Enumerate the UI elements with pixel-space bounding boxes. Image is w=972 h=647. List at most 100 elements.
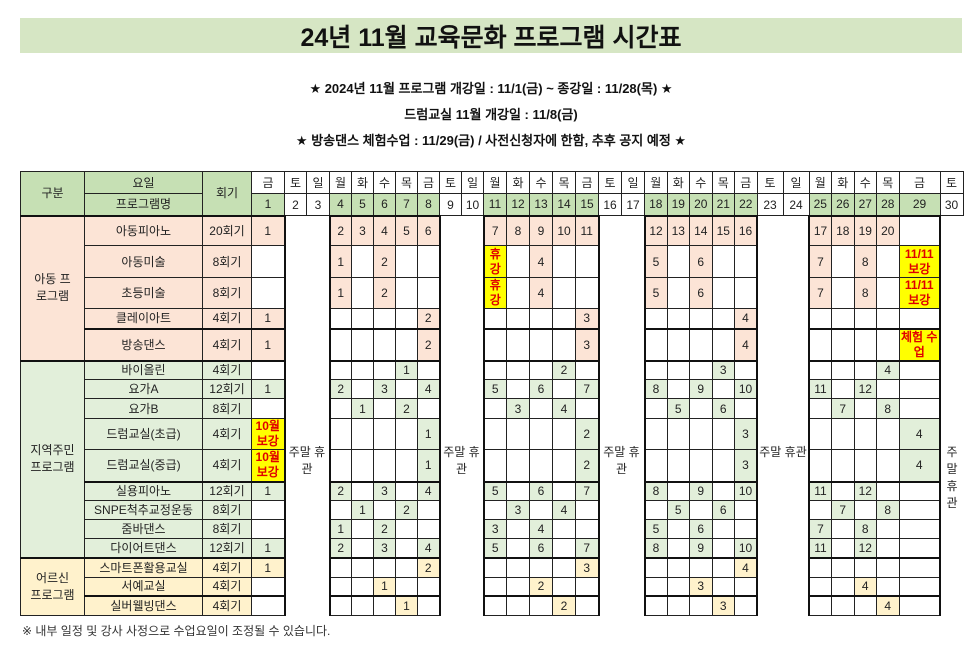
table-row: SNPE척추교정운동 8회기 1 2 3 4 5 6 7 8 xyxy=(21,500,964,520)
schedule-cell xyxy=(529,327,553,361)
schedule-cell xyxy=(711,379,735,399)
schedule-cell: 2 xyxy=(328,379,352,399)
schedule-cell: 1 xyxy=(251,308,286,329)
schedule-cell xyxy=(666,359,690,380)
schedule-cell xyxy=(395,556,418,578)
weekday-label: 화 xyxy=(351,171,374,194)
date-label: 20 xyxy=(689,193,713,216)
schedule-cell xyxy=(351,245,374,278)
schedule-cell: 9 xyxy=(689,379,713,399)
schedule-cell xyxy=(808,398,832,419)
schedule-cell xyxy=(666,556,690,578)
date-label: 24 xyxy=(782,193,810,216)
schedule-cell: 1 xyxy=(251,327,286,361)
schedule-cell xyxy=(808,449,832,482)
schedule-cell xyxy=(898,519,941,539)
schedule-cell: 11/11 보강 xyxy=(898,277,941,309)
program-sessions: 4회기 xyxy=(202,327,252,361)
schedule-cell: 2 xyxy=(575,418,600,450)
schedule-cell xyxy=(831,359,855,380)
schedule-cell xyxy=(506,519,530,539)
table-row: 아동미술 8회기 1 2 휴강 4 5 6 7 8 11/11 보강 xyxy=(21,245,964,278)
schedule-cell: 2 xyxy=(529,577,553,596)
schedule-cell xyxy=(351,519,374,539)
schedule-cell: 4 xyxy=(529,277,553,309)
date-label: 5 xyxy=(351,193,374,216)
schedule-cell: 2 xyxy=(373,277,396,309)
weekend-closed-label: 주말 휴관 xyxy=(940,215,963,616)
schedule-cell xyxy=(395,418,418,450)
schedule-cell xyxy=(575,577,600,596)
schedule-cell xyxy=(395,308,418,329)
schedule-cell xyxy=(853,556,877,578)
schedule-cell xyxy=(853,418,877,450)
schedule-cell xyxy=(575,519,600,539)
schedule-cell xyxy=(666,538,690,558)
weekday-label: 목 xyxy=(395,171,418,194)
schedule-cell xyxy=(417,245,441,278)
schedule-cell xyxy=(711,556,735,578)
date-label: 25 xyxy=(808,193,832,216)
schedule-cell xyxy=(643,449,668,482)
schedule-cell: 1 xyxy=(251,538,286,558)
schedule-cell: 6 xyxy=(417,214,441,246)
program-name: 스마트폰활용교실 xyxy=(84,556,203,578)
schedule-cell: 3 xyxy=(689,577,713,596)
weekday-label: 일 xyxy=(461,171,484,194)
schedule-cell xyxy=(482,327,507,361)
schedule-cell xyxy=(711,418,735,450)
schedule-cell: 3 xyxy=(482,519,507,539)
schedule-cell xyxy=(373,556,396,578)
date-label: 27 xyxy=(853,193,877,216)
schedule-cell: 1 xyxy=(417,418,441,450)
schedule-cell: 3 xyxy=(373,538,396,558)
schedule-cell: 7 xyxy=(831,398,855,419)
schedule-cell xyxy=(666,277,690,309)
schedule-cell: 8 xyxy=(853,245,877,278)
schedule-cell: 6 xyxy=(689,245,713,278)
weekend-closed-label: 주말 휴관 xyxy=(439,215,484,616)
schedule-cell xyxy=(643,308,668,329)
weekday-label: 수 xyxy=(373,171,396,194)
schedule-cell xyxy=(251,519,286,539)
schedule-cell xyxy=(373,594,396,616)
table-row: 아동 프로그램 아동피아노 20회기 1 주말 휴관 2 3 4 5 6 주말 휴관 7 8 9 10 11 주… xyxy=(20,214,963,616)
program-name: 드럼교실(중급) xyxy=(84,449,203,482)
schedule-cell xyxy=(351,308,374,329)
schedule-cell: 3 xyxy=(351,214,374,246)
schedule-cell xyxy=(689,398,713,419)
schedule-cell xyxy=(251,577,286,596)
schedule-cell: 6 xyxy=(529,538,553,558)
schedule-cell: 4 xyxy=(853,577,877,596)
category-label: 아동 프로그램 xyxy=(20,214,85,361)
schedule-cell xyxy=(373,359,396,380)
schedule-cell xyxy=(876,418,900,450)
table-row: 요가B 8회기 1 2 3 4 5 6 7 8 xyxy=(21,398,964,419)
schedule-cell xyxy=(395,277,418,309)
schedule-cell xyxy=(482,398,507,419)
schedule-cell xyxy=(251,277,286,309)
schedule-cell xyxy=(689,449,713,482)
schedule-cell xyxy=(552,308,576,329)
schedule-cell xyxy=(552,277,576,309)
header-program: 프로그램명 xyxy=(84,193,203,216)
schedule-cell xyxy=(831,556,855,578)
table-row: 실용피아노 12회기 1 2 3 4 5 6 7 8 9 10 11 12 xyxy=(21,480,964,501)
schedule-cell: 7 xyxy=(575,480,600,501)
schedule-cell: 11/11 보강 xyxy=(898,245,941,278)
schedule-cell xyxy=(831,480,855,501)
notice-schedule: ★ 2024년 11월 프로그램 개강일 : 11/1(금) ~ 종강일 : 1… xyxy=(309,81,673,96)
schedule-cell: 5 xyxy=(482,538,507,558)
schedule-cell: 7 xyxy=(808,245,832,278)
schedule-cell: 1 xyxy=(417,449,441,482)
schedule-cell xyxy=(575,245,600,278)
schedule-cell xyxy=(711,538,735,558)
schedule-cell xyxy=(575,359,600,380)
schedule-cell xyxy=(373,418,396,450)
weekday-label: 토 xyxy=(598,171,622,194)
schedule-cell xyxy=(482,359,507,380)
schedule-cell xyxy=(876,379,900,399)
schedule-cell xyxy=(506,308,530,329)
schedule-cell xyxy=(351,327,374,361)
program-sessions: 12회기 xyxy=(202,379,252,399)
